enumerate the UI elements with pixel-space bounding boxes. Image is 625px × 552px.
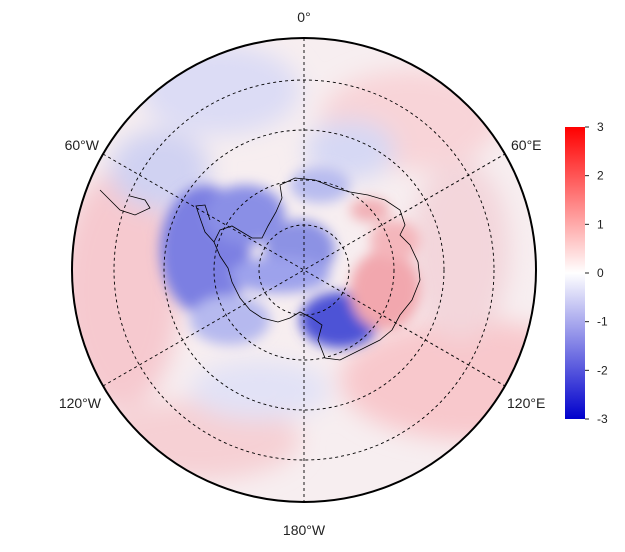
lon-label-60w: 60°W (65, 137, 100, 153)
lon-label-0: 0° (297, 9, 310, 25)
colorbar-tick-label: -2 (597, 363, 608, 377)
coastline (99, 177, 421, 361)
colorbar-tick-label: -3 (597, 412, 608, 426)
lon-label-180w: 180°W (283, 522, 326, 538)
colorbar-tick-label: 3 (597, 120, 604, 134)
lon-label-60e: 60°E (511, 137, 542, 153)
colorbar-ticks: 3 2 1 0 -1 -2 -3 (585, 120, 608, 426)
colorbar: 3 2 1 0 -1 -2 -3 (565, 120, 608, 426)
map-frame (71, 37, 537, 503)
colorbar-tick-label: 1 (597, 217, 604, 231)
colorbar-tick-label: 0 (597, 266, 604, 280)
colorbar-ramp (565, 127, 585, 419)
anomaly-field (72, 38, 536, 502)
lon-label-120w: 120°W (59, 395, 102, 411)
lon-label-120e: 120°E (507, 395, 545, 411)
colorbar-tick-label: 2 (597, 169, 604, 183)
colorbar-tick-label: -1 (597, 315, 608, 329)
graticule (102, 38, 506, 502)
